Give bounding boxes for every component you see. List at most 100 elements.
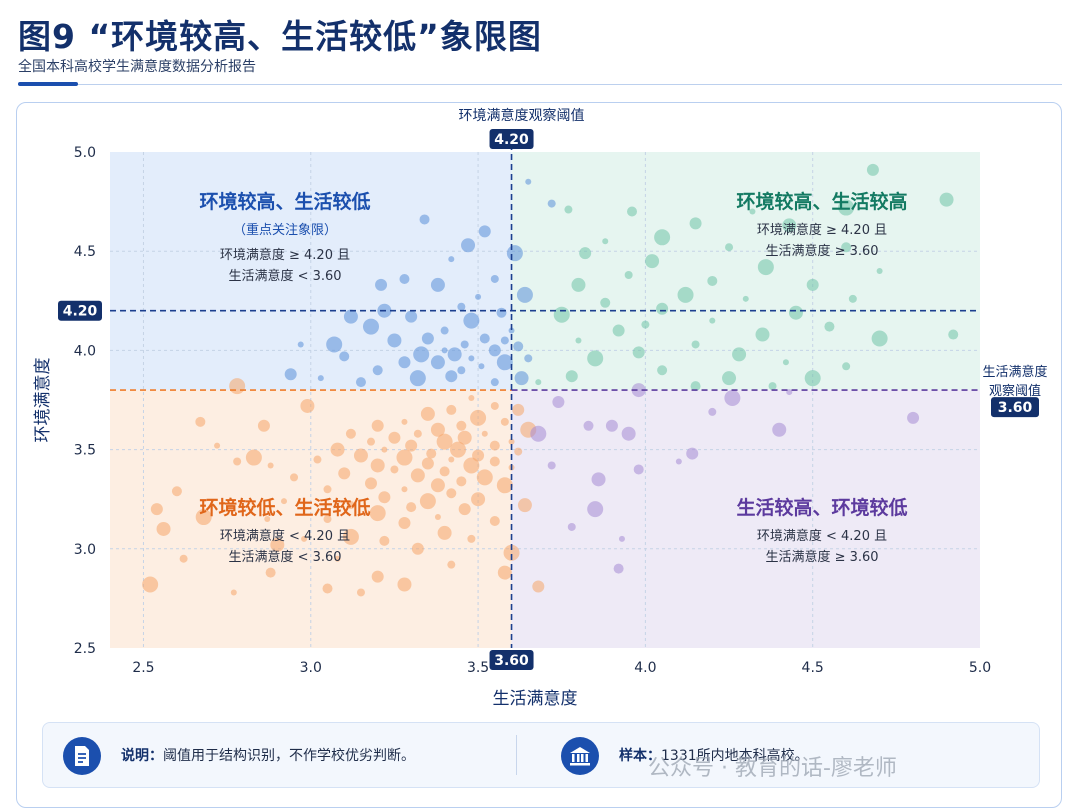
- data-point: [782, 359, 789, 366]
- data-point: [725, 243, 734, 252]
- data-point: [567, 522, 576, 531]
- y-tick-label: 5.0: [74, 145, 96, 161]
- data-point: [379, 535, 390, 546]
- data-point: [848, 294, 857, 303]
- data-point: [430, 277, 445, 292]
- data-point: [270, 537, 285, 552]
- data-point: [355, 377, 366, 388]
- data-point: [496, 307, 507, 318]
- quadrant-chart: 2.5 3.0 3.5 4.0 4.5 5.0 2.5 3.0 3.5 4.0 4.5 5.0 生活满意…: [33, 107, 1048, 709]
- institution-icon: [561, 737, 599, 775]
- data-point: [420, 406, 435, 421]
- data-point: [468, 355, 475, 362]
- data-point: [641, 320, 650, 329]
- data-point: [229, 378, 246, 395]
- data-point: [460, 340, 469, 349]
- data-point: [806, 278, 819, 291]
- data-point: [621, 426, 636, 441]
- data-point: [456, 420, 467, 431]
- data-point: [430, 478, 445, 493]
- data-point: [514, 447, 523, 456]
- data-point: [571, 277, 586, 292]
- data-point: [419, 493, 436, 510]
- data-point: [398, 517, 411, 530]
- data-point: [707, 275, 718, 286]
- data-point: [513, 341, 524, 352]
- data-point: [503, 544, 520, 561]
- x-tick-label: 4.0: [634, 660, 656, 676]
- page-subtitle: 全国本科高校学生满意度数据分析报告: [18, 59, 256, 75]
- data-point: [447, 347, 462, 362]
- x-tick-label: 3.0: [300, 660, 322, 676]
- data-point: [605, 419, 618, 432]
- data-point: [363, 318, 379, 335]
- data-point: [479, 333, 490, 344]
- data-point: [583, 420, 594, 431]
- data-point: [564, 205, 573, 214]
- data-point: [782, 218, 797, 233]
- data-point: [478, 363, 485, 370]
- life-threshold-title-1: 生活满意度: [982, 364, 1047, 380]
- data-point: [343, 309, 358, 324]
- data-point: [372, 365, 383, 376]
- data-point: [342, 528, 359, 545]
- quadrant-label-high-life-low-env-rule-2: 生活满意度 ≥ 3.60: [765, 549, 878, 565]
- data-point: [413, 429, 422, 438]
- life-threshold-title-2: 观察阈值: [989, 383, 1041, 399]
- quadrant-label-high-env-low-life-title: 环境较高、生活较低: [199, 190, 370, 213]
- data-point: [369, 505, 386, 522]
- data-point: [708, 407, 717, 416]
- data-point: [657, 365, 668, 376]
- data-point: [457, 302, 466, 311]
- data-point: [475, 293, 482, 300]
- document-icon: [63, 737, 101, 775]
- data-point: [547, 199, 556, 208]
- data-point: [755, 327, 770, 342]
- data-point: [612, 324, 625, 337]
- data-point: [346, 501, 355, 510]
- footer-separator: [516, 735, 517, 775]
- life-threshold-badge-bg: [489, 650, 534, 670]
- env-threshold-axis-badge: 4.20: [63, 304, 98, 320]
- data-point: [632, 346, 645, 359]
- data-point: [602, 238, 609, 245]
- data-point: [195, 509, 212, 526]
- data-point: [547, 461, 556, 470]
- data-point: [195, 416, 206, 427]
- data-point: [689, 217, 702, 230]
- data-point: [345, 428, 356, 439]
- x-tick-label: 2.5: [132, 660, 154, 676]
- x-tick-label: 5.0: [969, 660, 991, 676]
- title-divider: [18, 84, 1062, 85]
- data-point: [397, 577, 412, 592]
- data-point: [323, 485, 332, 494]
- data-point: [326, 336, 343, 353]
- data-point: [367, 437, 375, 446]
- data-point: [489, 440, 500, 451]
- quadrant-label-high-env-high-life-title: 环境较高、生活较高: [736, 190, 907, 213]
- data-point: [517, 498, 532, 513]
- data-point: [552, 395, 565, 408]
- data-point: [396, 449, 413, 466]
- data-point: [230, 589, 237, 596]
- data-point: [409, 370, 426, 387]
- data-point: [381, 446, 388, 453]
- data-point: [426, 448, 437, 459]
- data-point: [786, 389, 793, 396]
- data-point: [512, 403, 525, 416]
- data-point: [490, 401, 499, 410]
- data-point: [535, 379, 542, 386]
- quadrant-label-high-life-low-env-rule-1: 环境满意度 < 4.20 且: [757, 528, 887, 544]
- data-point: [284, 368, 297, 381]
- env-threshold-title: 环境满意度观察阈值: [459, 107, 585, 124]
- data-point: [514, 371, 529, 386]
- footer-sample: 样本：1331所内地本科高校。: [619, 745, 809, 765]
- data-point: [156, 521, 171, 536]
- data-point: [257, 419, 270, 432]
- data-point: [838, 199, 855, 216]
- quadrant-label-high-env-low-life-rule-2: 生活满意度 < 3.60: [228, 268, 341, 284]
- data-point: [323, 515, 332, 524]
- data-point: [768, 382, 777, 391]
- data-point: [675, 458, 682, 465]
- watermark-text: 公众号 · 教育的话-廖老师: [648, 756, 897, 781]
